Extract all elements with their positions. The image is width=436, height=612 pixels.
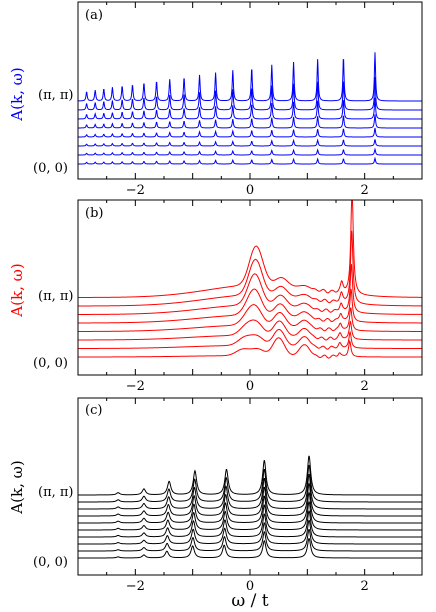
- panel-c-spectrum-curve: [78, 483, 422, 517]
- panel-c-frame: [77, 397, 423, 576]
- panel-a-spectrum-curve: [78, 127, 422, 138]
- panel-c-spectrum-curve: [78, 501, 422, 531]
- panel-b-k-top: (π, π): [38, 289, 74, 304]
- panel-a-spectrum-curve: [77, 77, 422, 111]
- panel-b-x-tick-label: 2: [361, 379, 369, 394]
- panel-b-spectrum-curve: [78, 319, 422, 341]
- panel-a-spectrum-curve: [78, 114, 422, 129]
- panel-a-x-tick-label: −2: [126, 183, 145, 198]
- panel-a-spectrum-curve: [78, 156, 422, 165]
- panel-b-k-bottom: (0, 0): [33, 356, 68, 371]
- panel-a-k-bottom: (0, 0): [33, 161, 68, 176]
- panel-c-ylabel: A(k, ω): [8, 460, 26, 514]
- panel-a-frame: [77, 1, 423, 180]
- panel-c-spectrum-curve: [78, 519, 422, 545]
- panel-b-spectrum-curve: [78, 337, 422, 359]
- panel-a-ylabel: A(k, ω): [8, 67, 26, 121]
- panel-b-ticks: −2 0 2: [77, 200, 423, 394]
- panel-c-spectrum-curve: [78, 538, 422, 559]
- panel-b-spectrum-curve: [78, 199, 423, 298]
- panel-c-x-tick-label: −2: [126, 579, 145, 594]
- panel-a-k-top: (π, π): [38, 88, 74, 103]
- panel-a-tag: (a): [85, 8, 103, 23]
- panel-c-x-tick-label: 0: [246, 579, 254, 594]
- panel-c-tag: (c): [85, 403, 102, 418]
- panel-a-x-tick-label: 2: [361, 183, 369, 198]
- panel-c-k-top: (π, π): [38, 485, 74, 500]
- panel-a-curves: [77, 52, 422, 165]
- panel-b-curves: [78, 199, 423, 359]
- panel-c-spectrum-curve: [78, 464, 422, 503]
- panel-b-spectrum-curve: [78, 304, 422, 332]
- panel-a-spectrum-curve: [78, 52, 422, 102]
- panel-b: A(k, ω) (π, π) (0, 0) (b) −2 0 2: [8, 199, 423, 394]
- panel-b-x-tick-label: −2: [126, 379, 145, 394]
- panel-b-spectrum-curve: [78, 263, 423, 315]
- panel-b-spectrum-curve: [78, 288, 422, 324]
- panel-c-ticks: −2 0 2: [77, 398, 423, 594]
- panel-c-spectrum-curve: [78, 455, 422, 496]
- panel-c-curves: [78, 455, 422, 559]
- panel-c-spectrum-curve: [78, 510, 422, 538]
- panel-b-tag: (b): [85, 206, 103, 221]
- x-axis-label: ω / t: [231, 591, 268, 611]
- panel-c: A(k, ω) (π, π) (0, 0) (c) −2 0 2: [8, 397, 423, 594]
- panel-c-spectrum-curve: [78, 492, 422, 524]
- panel-a-spectrum-curve: [78, 147, 422, 156]
- panel-b-x-tick-label: 0: [246, 379, 254, 394]
- panel-b-ylabel: A(k, ω): [8, 263, 26, 317]
- panel-a-spectrum-curve: [78, 97, 422, 120]
- panel-b-spectrum-curve: [78, 230, 422, 307]
- panel-a: A(k, ω) (π, π) (0, 0) (a) −2 0 2: [8, 1, 423, 198]
- panel-c-spectrum-curve: [78, 474, 422, 510]
- panel-c-k-bottom: (0, 0): [33, 555, 68, 570]
- panel-c-spectrum-curve: [78, 528, 422, 552]
- panel-b-spectrum-curve: [78, 328, 422, 350]
- panel-c-x-tick-label: 2: [361, 579, 369, 594]
- panel-a-ticks: −2 0 2: [77, 2, 423, 198]
- panel-a-spectrum-curve: [78, 138, 422, 147]
- panel-a-x-tick-label: 0: [246, 183, 254, 198]
